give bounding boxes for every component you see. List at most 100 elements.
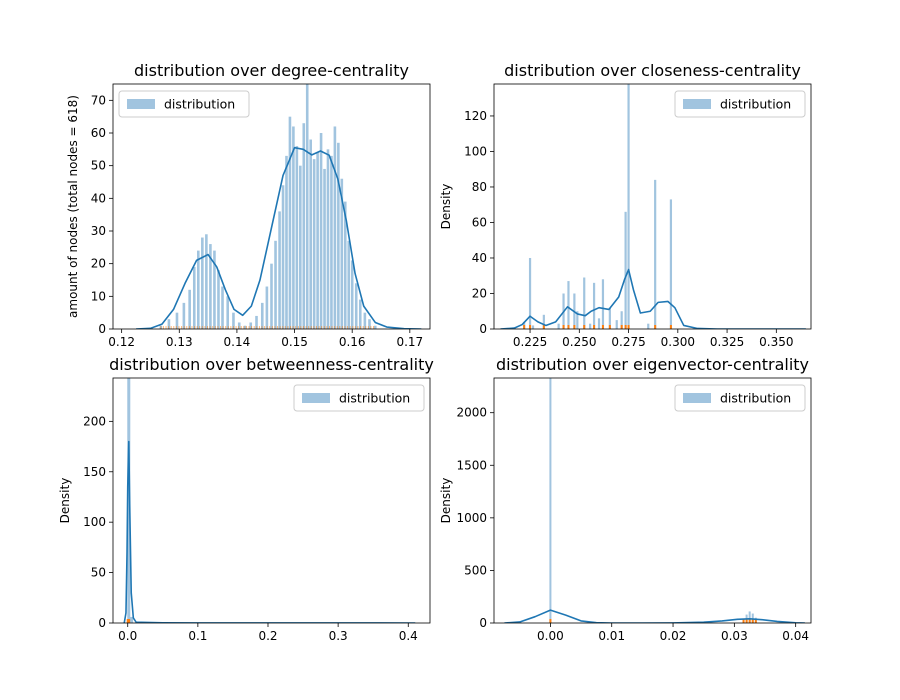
histogram-bar <box>213 250 216 329</box>
x-tick-label: 0.4 <box>399 629 418 643</box>
x-tick-label: 0.02 <box>660 629 687 643</box>
x-tick-label: 0.00 <box>537 629 564 643</box>
histogram-bar <box>340 178 344 329</box>
x-tick-label: 0.13 <box>166 335 193 349</box>
histogram-bar <box>316 152 319 329</box>
histogram-bar <box>669 199 673 329</box>
y-axis-label: Density <box>439 478 453 524</box>
histogram-bar <box>528 257 532 329</box>
x-tick-label: 0.350 <box>759 335 793 349</box>
subplot-1: 0.12 0.13 0.14 0.15 0.16 0.17 0 10 20 30 40 50 60 70 d… <box>66 61 431 349</box>
histogram-bar <box>260 302 264 329</box>
y-tick-label: 1500 <box>456 458 487 472</box>
y-tick-label: 120 <box>464 109 487 123</box>
x-tick-label: 0.04 <box>782 629 809 643</box>
histogram-bar <box>299 165 302 329</box>
x-tick-label: 0.16 <box>339 335 366 349</box>
subplot-3: 0.0 0.1 0.2 0.3 0.4 0 50 100 150 200 distribution … <box>58 355 434 643</box>
histogram-bar <box>654 179 657 329</box>
histogram-bar <box>583 277 586 329</box>
kde-line <box>123 440 416 623</box>
plot-area <box>136 84 422 329</box>
histogram-bar <box>249 322 253 329</box>
y-tick-label: 10 <box>91 289 106 303</box>
y-tick-label: 1000 <box>456 511 487 525</box>
histogram-bar <box>350 260 354 329</box>
y-tick-label: 40 <box>472 251 487 265</box>
histogram-bar <box>182 302 186 329</box>
legend-label: distribution <box>164 97 235 112</box>
histogram-bar <box>312 159 316 329</box>
legend: distribution <box>674 90 806 118</box>
y-tick-label: 20 <box>472 286 487 300</box>
histogram-bar <box>576 311 579 329</box>
histogram-bar <box>226 296 229 329</box>
legend: distribution <box>674 384 806 412</box>
histogram-bar <box>302 123 306 329</box>
histogram-bar <box>221 286 224 329</box>
panel-title: distribution over closeness-centrality <box>504 61 801 80</box>
panel-title: distribution over betweenness-centrality <box>109 355 434 374</box>
histogram-bar <box>354 283 358 329</box>
histogram-bar <box>337 142 340 329</box>
histogram-bar <box>373 325 377 329</box>
histogram-bar <box>217 270 220 329</box>
legend-box <box>674 384 806 412</box>
histogram-bar <box>278 211 281 329</box>
legend: distribution <box>118 90 250 118</box>
histogram-bar <box>358 299 362 329</box>
plot-area <box>504 378 805 623</box>
y-tick-label: 100 <box>464 144 487 158</box>
histogram-bar <box>368 319 371 329</box>
histogram-bar <box>557 323 560 329</box>
histogram-bar <box>326 149 330 329</box>
axes-frame <box>112 377 431 624</box>
x-tick-label: 0.3 <box>329 629 348 643</box>
y-tick-label: 100 <box>83 515 106 529</box>
histogram-bar <box>748 611 751 623</box>
histogram-bar <box>205 234 208 329</box>
x-tick-label: 0.0 <box>118 629 137 643</box>
y-tick-label: 150 <box>83 465 106 479</box>
y-tick-label: 0 <box>479 322 487 336</box>
histogram-bar <box>305 84 309 329</box>
histogram-bar <box>620 311 623 329</box>
histogram-bar <box>130 616 134 623</box>
x-tick-label: 0.225 <box>513 335 547 349</box>
histogram-bar <box>608 307 611 329</box>
histogram-bar <box>330 155 333 329</box>
histogram-bar <box>192 266 196 329</box>
histogram-bar <box>285 155 288 329</box>
axes-frame <box>112 83 431 330</box>
histogram-bar <box>627 84 630 329</box>
histogram-bar <box>197 250 200 329</box>
x-tick-label: 0.250 <box>562 335 596 349</box>
legend-label: distribution <box>720 391 791 406</box>
histogram-bar <box>295 146 299 329</box>
histogram-bar <box>567 281 570 329</box>
y-tick-label: 2000 <box>456 406 487 420</box>
histogram-bar <box>323 168 326 329</box>
histogram-bar <box>333 126 337 329</box>
histogram-bar <box>589 323 592 329</box>
panel-title: distribution over degree-centrality <box>134 61 409 80</box>
x-tick-label: 0.15 <box>281 335 308 349</box>
y-tick-label: 30 <box>91 224 106 238</box>
x-tick-label: 0.17 <box>396 335 423 349</box>
histogram-bar <box>615 320 618 329</box>
histogram-bar <box>592 282 596 329</box>
histogram-bar <box>601 279 605 329</box>
histogram-bar <box>343 201 347 329</box>
histogram-bar <box>281 185 285 329</box>
x-tick-label: 0.2 <box>258 629 277 643</box>
plot-area <box>500 84 806 329</box>
legend-box <box>293 384 425 412</box>
histogram-bar <box>624 211 627 329</box>
y-tick-label: 0 <box>98 322 106 336</box>
y-tick-label: 20 <box>91 257 106 271</box>
histogram-bar <box>309 139 312 329</box>
y-tick-label: 40 <box>91 191 106 205</box>
y-tick-label: 70 <box>91 93 106 107</box>
y-tick-label: 60 <box>91 126 106 140</box>
